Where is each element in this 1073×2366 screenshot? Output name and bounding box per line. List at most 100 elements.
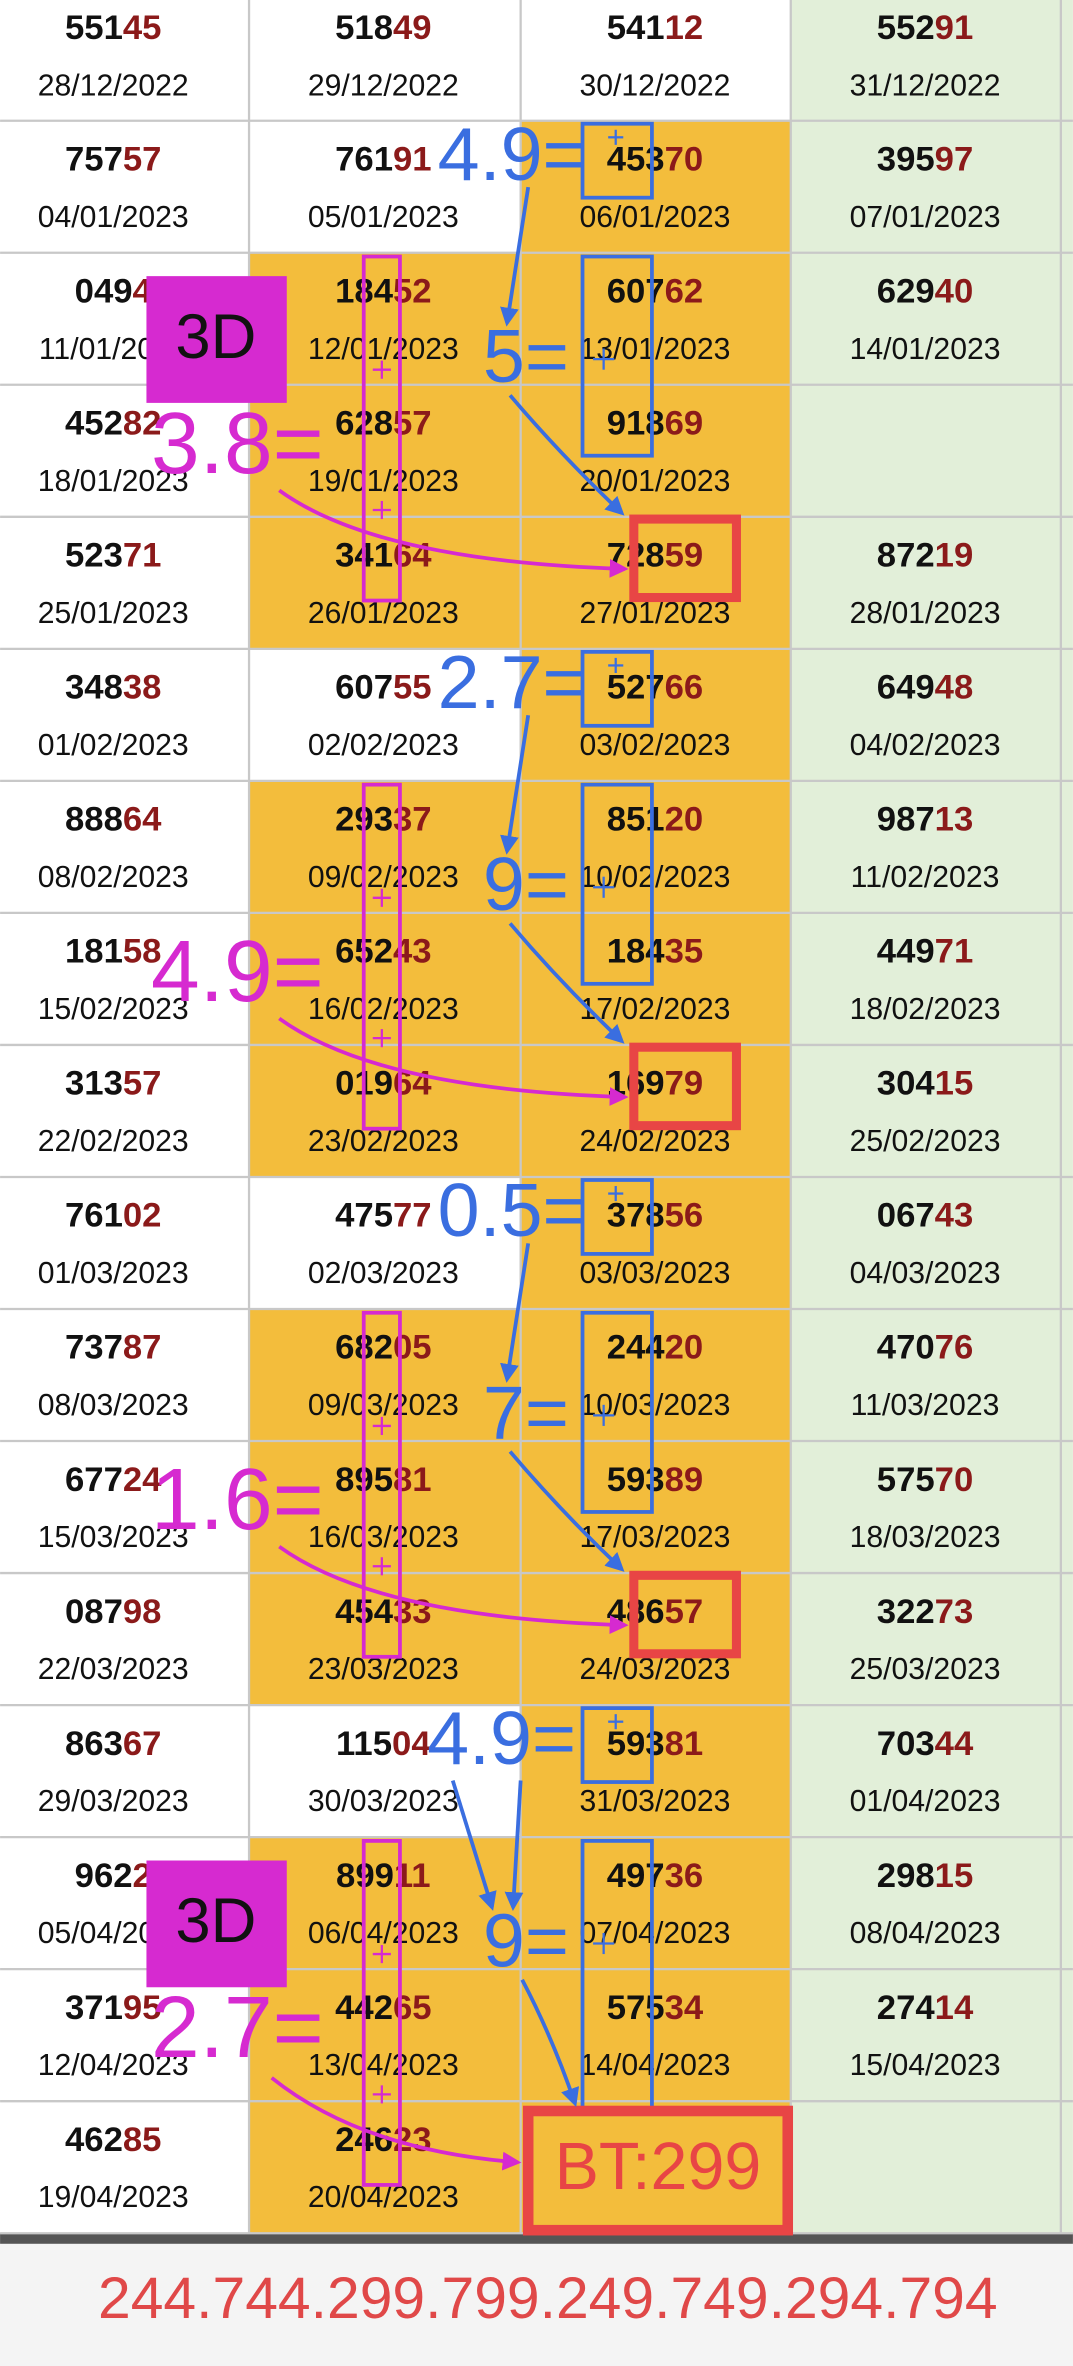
number-tail: 76 bbox=[935, 1329, 974, 1367]
number-tail: 91 bbox=[935, 9, 974, 47]
cell-bg bbox=[790, 1441, 1061, 1574]
number: 27414 bbox=[877, 1989, 974, 2027]
cell-bg bbox=[520, 1441, 791, 1574]
number: 85120 bbox=[607, 801, 703, 839]
number: 86367 bbox=[65, 1725, 161, 1763]
cell-bg bbox=[249, 1308, 521, 1442]
number-tail: 34 bbox=[665, 1989, 704, 2027]
blue-box bbox=[580, 1706, 654, 1784]
date: 18/02/2023 bbox=[850, 993, 1001, 1026]
number-head: 475 bbox=[335, 1197, 393, 1235]
number-tail: 20 bbox=[665, 801, 704, 839]
number-tail: 85 bbox=[123, 2121, 162, 2159]
number-head: 593 bbox=[607, 1461, 665, 1499]
cell-bg bbox=[249, 1176, 521, 1309]
number-head: 298 bbox=[877, 1857, 935, 1895]
number-head: 527 bbox=[607, 669, 665, 707]
date: 07/01/2023 bbox=[850, 201, 1001, 234]
date: 31/03/2023 bbox=[579, 1785, 730, 1818]
final-box bbox=[522, 2105, 794, 2236]
blue-arrow bbox=[508, 394, 625, 516]
cell-bg bbox=[790, 252, 1061, 385]
number-head: 851 bbox=[607, 801, 665, 839]
number-head: 761 bbox=[335, 141, 393, 179]
number: 76102 bbox=[65, 1197, 161, 1235]
number-tail: 36 bbox=[665, 1857, 704, 1895]
cell-bg bbox=[0, 1044, 250, 1177]
number-head: 987 bbox=[877, 801, 935, 839]
blue-label: 0.5= bbox=[438, 1168, 587, 1252]
number-tail: 71 bbox=[935, 933, 974, 971]
cell-bg bbox=[0, 1969, 250, 2102]
number-tail: 87 bbox=[123, 1329, 162, 1367]
cell-bg bbox=[790, 1573, 1061, 1706]
cell-bg bbox=[0, 1308, 250, 1442]
number-head: 449 bbox=[877, 933, 935, 971]
number-head: 497 bbox=[607, 1857, 665, 1895]
number: 44265 bbox=[335, 1989, 431, 2027]
number: 60755 bbox=[335, 669, 431, 707]
number: 45370 bbox=[607, 141, 703, 179]
date: 28/12/2022 bbox=[38, 69, 189, 102]
cell-bg bbox=[1060, 0, 1073, 121]
badge-bg bbox=[146, 276, 287, 403]
target-box bbox=[629, 1570, 741, 1659]
magenta-label: 4.9= bbox=[151, 922, 324, 1020]
blue-arrow bbox=[500, 1243, 531, 1383]
magenta-label: 2.7= bbox=[151, 1978, 324, 2076]
date: 01/03/2023 bbox=[38, 1257, 189, 1290]
number: 34838 bbox=[65, 669, 161, 707]
date: 25/01/2023 bbox=[38, 597, 189, 630]
number-tail: 69 bbox=[665, 405, 704, 443]
blue-label: 9= bbox=[483, 1898, 569, 1982]
number-head: 348 bbox=[65, 669, 123, 707]
number-head: 518 bbox=[335, 9, 393, 47]
badge: 3D bbox=[175, 302, 256, 372]
cell-bg bbox=[0, 2101, 250, 2234]
number-tail: 95 bbox=[123, 1989, 162, 2027]
number: 11504 bbox=[336, 1725, 431, 1763]
number-head: 453 bbox=[607, 141, 665, 179]
number-head: 184 bbox=[607, 933, 666, 971]
date: 02/03/2023 bbox=[308, 1257, 459, 1290]
number: 37195 bbox=[65, 1989, 161, 2027]
number: 70344 bbox=[877, 1725, 974, 1763]
magenta-label: 3.8= bbox=[151, 394, 324, 492]
number-head: 378 bbox=[607, 1197, 665, 1235]
number-tail: 14 bbox=[935, 1989, 974, 2027]
number-head: 962 bbox=[75, 1857, 133, 1895]
number-tail: 58 bbox=[123, 933, 162, 971]
number: 52766 bbox=[607, 669, 703, 707]
cell-bg bbox=[1060, 516, 1073, 649]
date: 04/02/2023 bbox=[850, 729, 1001, 762]
date: 24/03/2023 bbox=[579, 1653, 730, 1686]
number: 31357 bbox=[65, 1065, 161, 1103]
cell-bg bbox=[249, 1969, 521, 2102]
cell-bg bbox=[790, 120, 1061, 253]
target-box bbox=[629, 1042, 741, 1131]
blue-label: 2.7= bbox=[438, 640, 587, 724]
number-head: 067 bbox=[877, 1197, 935, 1235]
date: 18/03/2023 bbox=[850, 1521, 1001, 1554]
cell-bg bbox=[1060, 1705, 1073, 1838]
date: 24/02/2023 bbox=[579, 1125, 730, 1158]
cell-bg bbox=[1060, 1044, 1073, 1177]
cell-bg bbox=[520, 516, 791, 649]
number: 47577 bbox=[335, 1197, 431, 1235]
number-tail: 44 bbox=[935, 1725, 974, 1763]
blue-label: 7= bbox=[483, 1370, 569, 1454]
number-tail: 91 bbox=[393, 141, 432, 179]
number: 9622 bbox=[75, 1857, 152, 1895]
number-head: 244 bbox=[607, 1329, 666, 1367]
date: 22/02/2023 bbox=[38, 1125, 189, 1158]
cell-bg bbox=[1060, 1176, 1073, 1309]
number-head: 649 bbox=[877, 669, 935, 707]
magenta-box bbox=[361, 1839, 402, 2187]
number-tail: 04 bbox=[392, 1725, 431, 1763]
blue-arrow bbox=[508, 922, 625, 1044]
number-head: 304 bbox=[877, 1065, 936, 1103]
date: 06/01/2023 bbox=[579, 201, 730, 234]
cell-bg bbox=[520, 1044, 791, 1177]
